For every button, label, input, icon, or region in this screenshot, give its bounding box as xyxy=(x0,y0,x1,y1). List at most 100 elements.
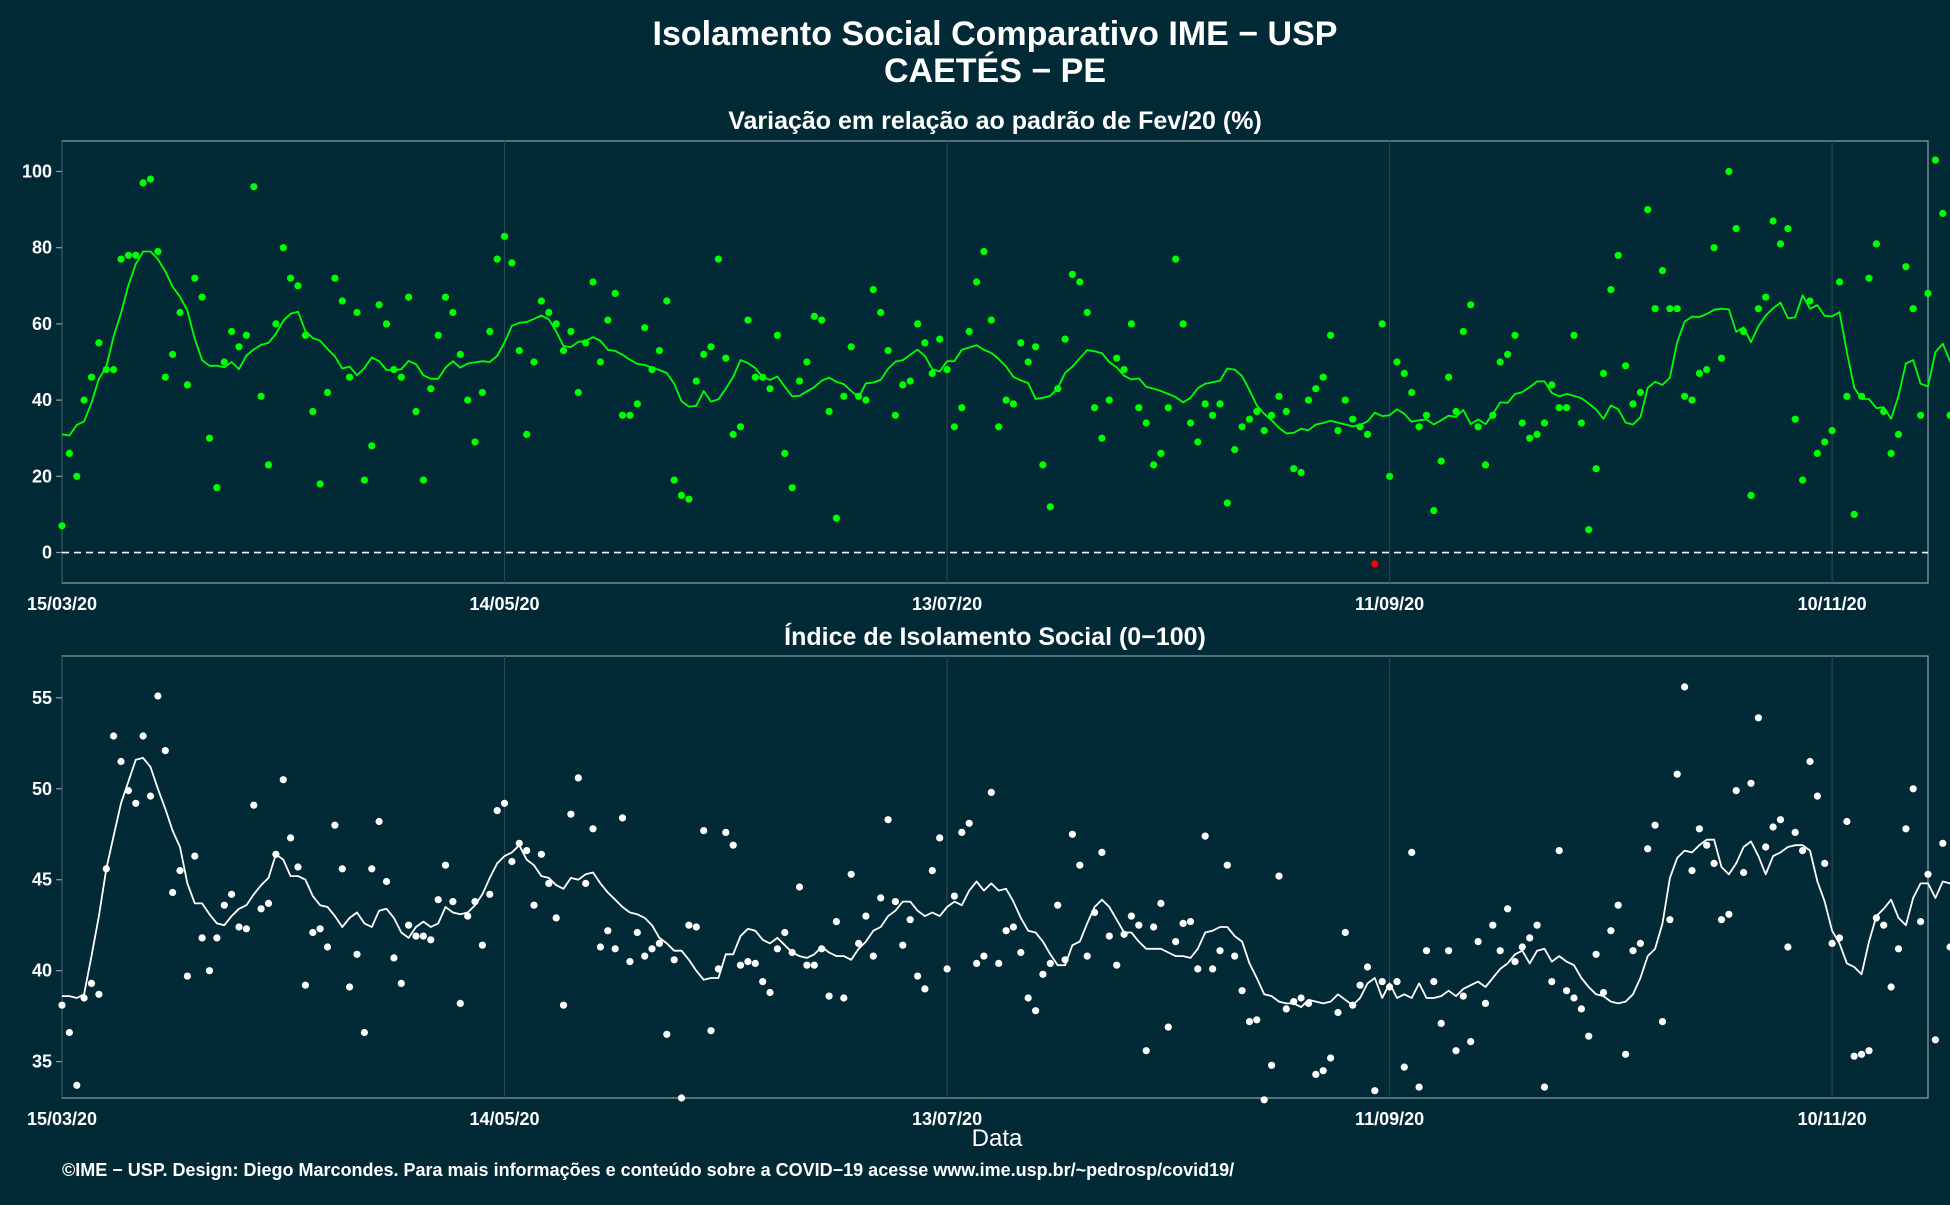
data-point xyxy=(1733,225,1740,232)
data-point xyxy=(383,878,390,885)
data-point xyxy=(973,278,980,285)
data-point xyxy=(302,332,309,339)
data-point xyxy=(1534,922,1541,929)
data-point xyxy=(1932,1036,1939,1043)
data-point xyxy=(523,431,530,438)
data-point xyxy=(811,962,818,969)
data-point xyxy=(1821,438,1828,445)
data-point xyxy=(700,351,707,358)
data-point xyxy=(1526,934,1533,941)
data-point xyxy=(1452,408,1459,415)
data-point xyxy=(457,351,464,358)
data-point xyxy=(235,343,242,350)
data-point xyxy=(1585,1033,1592,1040)
data-point xyxy=(184,973,191,980)
data-point xyxy=(538,851,545,858)
data-point xyxy=(1305,1000,1312,1007)
data-point xyxy=(737,423,744,430)
data-point xyxy=(140,732,147,739)
data-point xyxy=(899,942,906,949)
data-point xyxy=(346,983,353,990)
data-point xyxy=(1298,469,1305,476)
data-point xyxy=(1688,397,1695,404)
data-point xyxy=(1091,909,1098,916)
data-point xyxy=(1334,1009,1341,1016)
data-point xyxy=(1261,427,1268,434)
data-point xyxy=(132,252,139,259)
data-point xyxy=(1062,956,1069,963)
data-point xyxy=(1504,905,1511,912)
data-point xyxy=(803,358,810,365)
data-point xyxy=(508,259,515,266)
data-point xyxy=(1622,1051,1629,1058)
data-point xyxy=(1600,989,1607,996)
data-point xyxy=(1364,963,1371,970)
data-point xyxy=(147,176,154,183)
data-point xyxy=(1039,461,1046,468)
data-point xyxy=(317,480,324,487)
data-point xyxy=(1541,419,1548,426)
data-point xyxy=(294,863,301,870)
data-point xyxy=(331,822,338,829)
data-point xyxy=(176,867,183,874)
data-point xyxy=(877,894,884,901)
chart-panel-index: Índice de Isolamento Social (0−100) 15/0… xyxy=(27,622,1950,1129)
data-point xyxy=(1283,1005,1290,1012)
x-axis-label: Data xyxy=(972,1125,1023,1152)
data-point xyxy=(589,825,596,832)
data-point xyxy=(1172,938,1179,945)
data-point xyxy=(457,1000,464,1007)
data-point xyxy=(803,962,810,969)
data-point xyxy=(243,332,250,339)
data-point xyxy=(1275,393,1282,400)
data-point xyxy=(103,366,110,373)
data-point xyxy=(1202,400,1209,407)
data-point xyxy=(722,355,729,362)
data-point xyxy=(1416,423,1423,430)
data-point xyxy=(641,324,648,331)
data-point xyxy=(169,889,176,896)
main-title: Isolamento Social Comparativo IME − USP xyxy=(653,15,1338,53)
data-point xyxy=(530,358,537,365)
data-point xyxy=(1519,943,1526,950)
data-point xyxy=(420,477,427,484)
data-point xyxy=(81,994,88,1001)
data-point xyxy=(1770,823,1777,830)
data-point xyxy=(619,814,626,821)
data-point xyxy=(1312,385,1319,392)
data-point xyxy=(1556,847,1563,854)
plot-frame xyxy=(62,656,1928,1098)
data-point xyxy=(1873,240,1880,247)
data-point xyxy=(1519,419,1526,426)
data-point xyxy=(1637,940,1644,947)
data-point xyxy=(1098,435,1105,442)
data-point xyxy=(479,942,486,949)
data-point xyxy=(575,774,582,781)
data-point xyxy=(1475,938,1482,945)
data-point xyxy=(243,925,250,932)
panel-title-index: Índice de Isolamento Social (0−100) xyxy=(784,622,1206,651)
data-point xyxy=(1069,831,1076,838)
data-point xyxy=(479,389,486,396)
data-point xyxy=(1467,301,1474,308)
data-point xyxy=(1076,862,1083,869)
data-point xyxy=(280,776,287,783)
data-point xyxy=(103,865,110,872)
data-point xyxy=(796,883,803,890)
data-point xyxy=(1062,336,1069,343)
data-point xyxy=(1511,958,1518,965)
data-point xyxy=(221,902,228,909)
data-point xyxy=(1253,408,1260,415)
data-point xyxy=(634,929,641,936)
data-point xyxy=(1777,240,1784,247)
data-point xyxy=(213,934,220,941)
data-point xyxy=(398,374,405,381)
data-point xyxy=(744,317,751,324)
data-point xyxy=(1150,923,1157,930)
data-point xyxy=(1637,389,1644,396)
data-point xyxy=(663,1031,670,1038)
data-point xyxy=(368,442,375,449)
data-point xyxy=(405,294,412,301)
data-point xyxy=(213,484,220,491)
data-point xyxy=(656,940,663,947)
